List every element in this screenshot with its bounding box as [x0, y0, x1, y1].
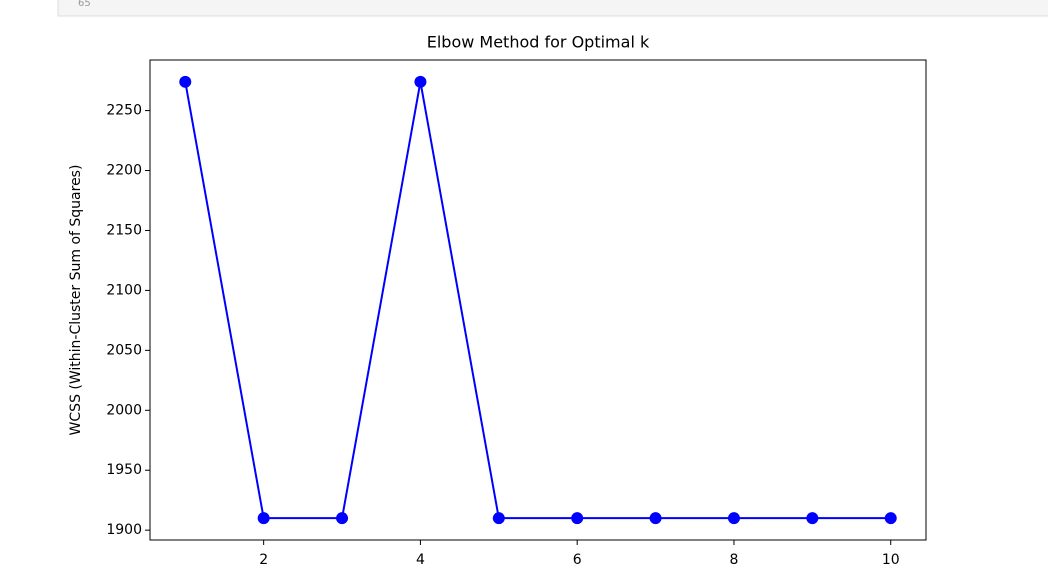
- x-tick-label: 2: [259, 552, 268, 568]
- chart-title: Elbow Method for Optimal k: [427, 33, 650, 52]
- y-tick-label: 2200: [106, 163, 142, 179]
- y-tick-label: 2050: [106, 342, 142, 358]
- x-tick-label: 8: [729, 552, 738, 568]
- data-point: [727, 512, 740, 525]
- code-cell[interactable]: [57, 0, 1048, 17]
- x-tick-label: 4: [416, 552, 425, 568]
- data-point: [806, 512, 819, 525]
- x-tick-label: 10: [882, 552, 900, 568]
- data-point: [414, 75, 427, 88]
- data-point: [571, 512, 584, 525]
- data-line: [184, 81, 891, 520]
- plot-frame: [149, 59, 927, 541]
- y-tick-label: 1900: [106, 522, 142, 538]
- y-tick-label: 2100: [106, 282, 142, 298]
- y-tick-label: 2150: [106, 222, 142, 238]
- data-point: [649, 512, 662, 525]
- y-axis-label: WCSS (Within-Cluster Sum of Squares): [68, 165, 84, 436]
- cell-prompt: 65: [78, 0, 91, 9]
- data-point: [179, 75, 192, 88]
- data-point: [336, 512, 349, 525]
- y-tick-label: 1950: [106, 462, 142, 478]
- y-tick-label: 2250: [106, 103, 142, 119]
- x-tick-label: 6: [573, 552, 582, 568]
- data-point: [257, 512, 270, 525]
- data-point: [884, 512, 897, 525]
- data-point: [492, 512, 505, 525]
- y-tick-label: 2000: [106, 402, 142, 418]
